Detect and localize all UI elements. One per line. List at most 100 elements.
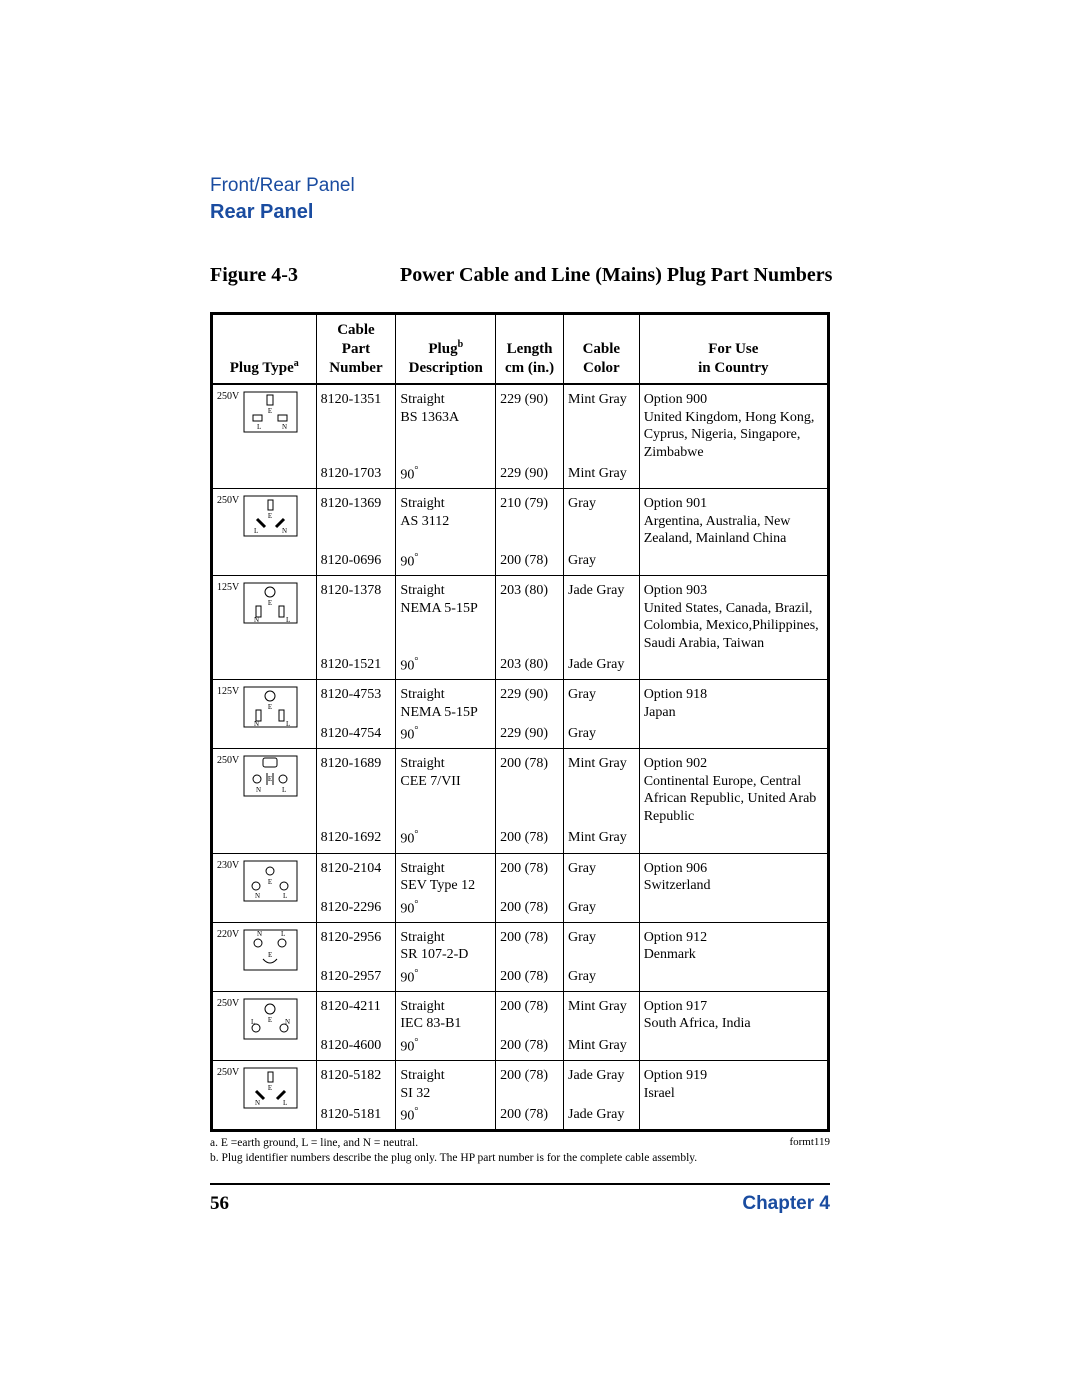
table-cell: 8120-1378	[316, 576, 396, 655]
table-cell: 8120-0696	[316, 550, 396, 576]
column-header: PlugbDescription	[396, 314, 496, 385]
svg-text:E: E	[268, 951, 272, 959]
svg-text:N: N	[255, 1099, 260, 1107]
table-cell: Jade Gray	[564, 654, 640, 680]
table-cell: 90°	[396, 897, 496, 923]
svg-text:L: L	[281, 930, 285, 938]
table-cell: StraightSR 107-2-D	[396, 922, 496, 966]
table-cell: Mint Gray	[564, 1035, 640, 1061]
voltage-label: 125V	[217, 686, 239, 699]
column-header: CableColor	[564, 314, 640, 385]
table-cell: 8120-1692	[316, 827, 396, 853]
table-cell	[639, 1104, 828, 1131]
table-cell: 90°	[396, 1104, 496, 1131]
table-cell: StraightSEV Type 12	[396, 853, 496, 897]
svg-text:L: L	[282, 786, 286, 794]
table-cell: Mint Gray	[564, 827, 640, 853]
power-cable-table: Plug TypeaCablePartNumberPlugbDescriptio…	[210, 312, 830, 1132]
column-header: CablePartNumber	[316, 314, 396, 385]
table-cell: 8120-4211	[316, 991, 396, 1035]
doc-code: formt119	[789, 1136, 830, 1150]
table-cell: 8120-4753	[316, 680, 396, 724]
table-cell: 200 (78)	[496, 853, 564, 897]
table-cell: 8120-1521	[316, 654, 396, 680]
svg-text:L: L	[254, 527, 258, 535]
plug-diagram: ELN	[243, 495, 298, 537]
plug-type-cell: 125V ENL	[212, 680, 317, 749]
table-cell: 90°	[396, 966, 496, 992]
table-cell: 8120-2957	[316, 966, 396, 992]
svg-text:L: L	[283, 1099, 287, 1107]
table-cell: Option 901Argentina, Australia, New Zeal…	[639, 489, 828, 550]
svg-text:L: L	[283, 892, 287, 900]
table-cell: 90°	[396, 723, 496, 749]
table-cell: StraightNEMA 5-15P	[396, 680, 496, 724]
column-header: Plug Typea	[212, 314, 317, 385]
svg-text:L: L	[286, 720, 290, 728]
figure-caption-row: Figure 4-3 Power Cable and Line (Mains) …	[210, 264, 905, 287]
table-cell: Mint Gray	[564, 749, 640, 828]
footer-rule	[210, 1183, 830, 1185]
table-cell	[639, 966, 828, 992]
table-cell: Gray	[564, 922, 640, 966]
plug-type-cell: 250V ELN	[212, 384, 317, 489]
svg-text:E: E	[268, 1084, 272, 1092]
table-cell: 229 (90)	[496, 384, 564, 463]
table-row: 250V ENL8120-5182StraightSI 32200 (78)Ja…	[212, 1061, 829, 1105]
table-cell: 8120-2956	[316, 922, 396, 966]
section-title: Rear Panel	[210, 201, 905, 224]
column-header: Lengthcm (in.)	[496, 314, 564, 385]
table-cell: 229 (90)	[496, 723, 564, 749]
table-row: 250V ELN8120-1351StraightBS 1363A229 (90…	[212, 384, 829, 463]
breadcrumb: Front/Rear Panel	[210, 175, 905, 197]
table-cell: 203 (80)	[496, 654, 564, 680]
table-cell: StraightAS 3112	[396, 489, 496, 550]
table-cell: 8120-5182	[316, 1061, 396, 1105]
svg-text:E: E	[268, 1016, 272, 1024]
svg-text:N: N	[282, 527, 287, 535]
table-cell: 200 (78)	[496, 827, 564, 853]
plug-type-cell: 230V ENL	[212, 853, 317, 922]
table-cell	[639, 897, 828, 923]
plug-diagram: ELN	[243, 998, 298, 1040]
svg-text:L: L	[251, 1018, 255, 1026]
table-cell: 200 (78)	[496, 550, 564, 576]
table-cell: Option 903United States, Canada, Brazil,…	[639, 576, 828, 655]
svg-text:E: E	[268, 878, 272, 886]
table-row: 125V ENL8120-4753StraightNEMA 5-15P229 (…	[212, 680, 829, 724]
plug-type-cell: 220V NLE	[212, 922, 317, 991]
table-row: 220V NLE8120-2956StraightSR 107-2-D200 (…	[212, 922, 829, 966]
svg-text:N: N	[282, 423, 287, 431]
table-cell: 200 (78)	[496, 991, 564, 1035]
table-cell: 210 (79)	[496, 489, 564, 550]
table-cell: 90°	[396, 550, 496, 576]
voltage-label: 125V	[217, 582, 239, 595]
plug-diagram: ENL	[243, 686, 298, 728]
table-cell: 8120-2296	[316, 897, 396, 923]
table-row: 125V ENL8120-1378StraightNEMA 5-15P203 (…	[212, 576, 829, 655]
voltage-label: 250V	[217, 495, 239, 508]
page-number: 56	[210, 1193, 229, 1215]
table-cell: 90°	[396, 1035, 496, 1061]
table-cell: Option 906Switzerland	[639, 853, 828, 897]
voltage-label: 250V	[217, 755, 239, 768]
table-cell: Gray	[564, 853, 640, 897]
table-cell: 8120-1351	[316, 384, 396, 463]
table-cell	[639, 463, 828, 489]
table-cell: Gray	[564, 550, 640, 576]
table-cell: Mint Gray	[564, 384, 640, 463]
table-cell: StraightNEMA 5-15P	[396, 576, 496, 655]
table-cell: Gray	[564, 680, 640, 724]
plug-diagram: EN L	[243, 1067, 298, 1109]
svg-text:N: N	[254, 616, 259, 624]
table-cell: 8120-1689	[316, 749, 396, 828]
plug-type-cell: 125V E N L	[212, 576, 317, 680]
svg-text:E: E	[268, 599, 272, 607]
table-row: 230V ENL8120-2104StraightSEV Type 12200 …	[212, 853, 829, 897]
table-cell: 200 (78)	[496, 966, 564, 992]
table-cell	[639, 1035, 828, 1061]
table-cell: StraightCEE 7/VII	[396, 749, 496, 828]
table-cell: Option 919Israel	[639, 1061, 828, 1105]
svg-text:L: L	[286, 616, 290, 624]
table-cell: Gray	[564, 489, 640, 550]
